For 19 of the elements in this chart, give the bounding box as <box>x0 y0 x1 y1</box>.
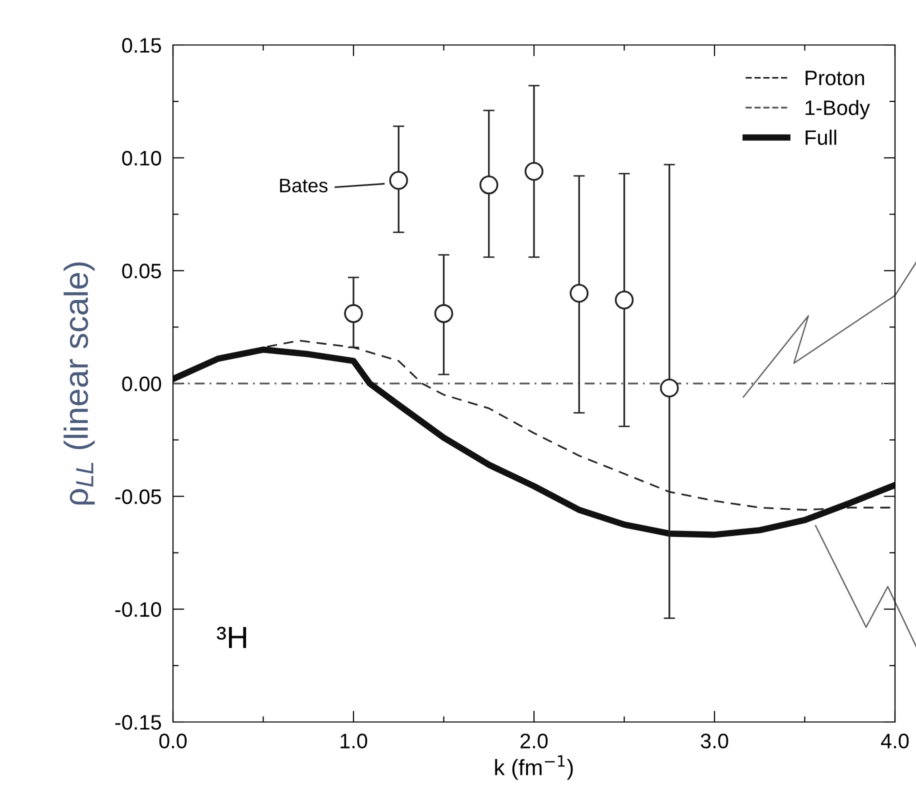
y-tick-label: 0.00 <box>122 376 162 392</box>
x-axis-title: k (fm$^{−1}$) <box>495 755 573 780</box>
y-tick-label: -0.05 <box>115 489 162 504</box>
y-tick-label: 0.05 <box>122 264 162 278</box>
legend-label: Full <box>806 130 836 145</box>
y-tick-label: -0.10 <box>115 602 162 617</box>
annotation: Bates <box>280 178 328 192</box>
x-tick-label: 4.0 <box>881 734 909 748</box>
x-tick-label: 1.0 <box>340 734 368 748</box>
y-axis-title: ρ$_{LL}$ (linear scale) <box>64 262 95 505</box>
y-tick-label: 0.10 <box>122 150 162 166</box>
annotation: ³H <box>216 626 246 648</box>
y-tick-label: 0.15 <box>122 38 162 53</box>
legend-label: Proton <box>806 70 864 86</box>
x-tick-label: 2.0 <box>520 734 548 748</box>
legend-label: 1-Body <box>806 100 870 120</box>
y-tick-label: -0.15 <box>115 715 162 730</box>
x-tick-label: 0.0 <box>159 734 187 748</box>
x-tick-label: 3.0 <box>700 734 728 748</box>
